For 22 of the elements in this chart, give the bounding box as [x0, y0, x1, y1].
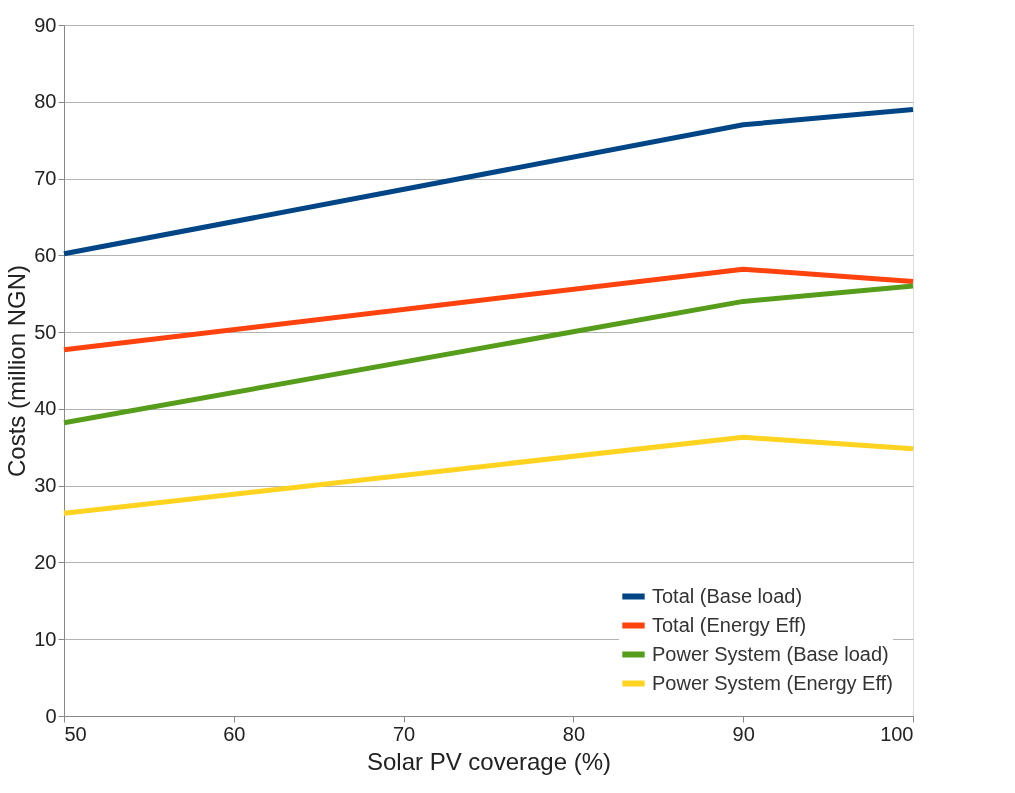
- y-tick-label: 40: [34, 397, 57, 420]
- legend-label: Total (Energy Eff): [652, 613, 807, 636]
- x-tick-label: 70: [392, 722, 416, 745]
- legend-label: Total (Base load): [652, 584, 803, 607]
- x-axis-title: Solar PV coverage (%): [366, 747, 612, 775]
- y-tick-label: 10: [34, 627, 57, 650]
- y-tick-label: 30: [34, 474, 57, 497]
- x-tick-label: 60: [223, 722, 246, 745]
- y-tick-label: 90: [34, 13, 57, 36]
- y-tick-label: 0: [45, 704, 57, 727]
- legend-label: Power System (Base load): [652, 642, 889, 665]
- y-tick-label: 80: [34, 90, 57, 113]
- x-tick-label: 80: [562, 722, 586, 745]
- y-tick-label: 20: [34, 550, 57, 573]
- x-tick-label: 100: [880, 722, 914, 745]
- y-tick-label: 50: [34, 320, 57, 343]
- x-tick-label: 50: [64, 722, 87, 745]
- x-tick-label: 90: [732, 722, 755, 745]
- y-tick-label: 70: [34, 167, 57, 190]
- y-axis-title: Costs (million NGN): [3, 264, 31, 478]
- y-tick-label: 60: [34, 243, 57, 266]
- legend-label: Power System (Energy Eff): [652, 671, 893, 694]
